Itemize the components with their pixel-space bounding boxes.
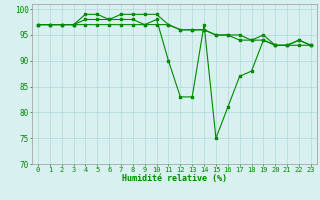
X-axis label: Humidité relative (%): Humidité relative (%)	[122, 174, 227, 183]
